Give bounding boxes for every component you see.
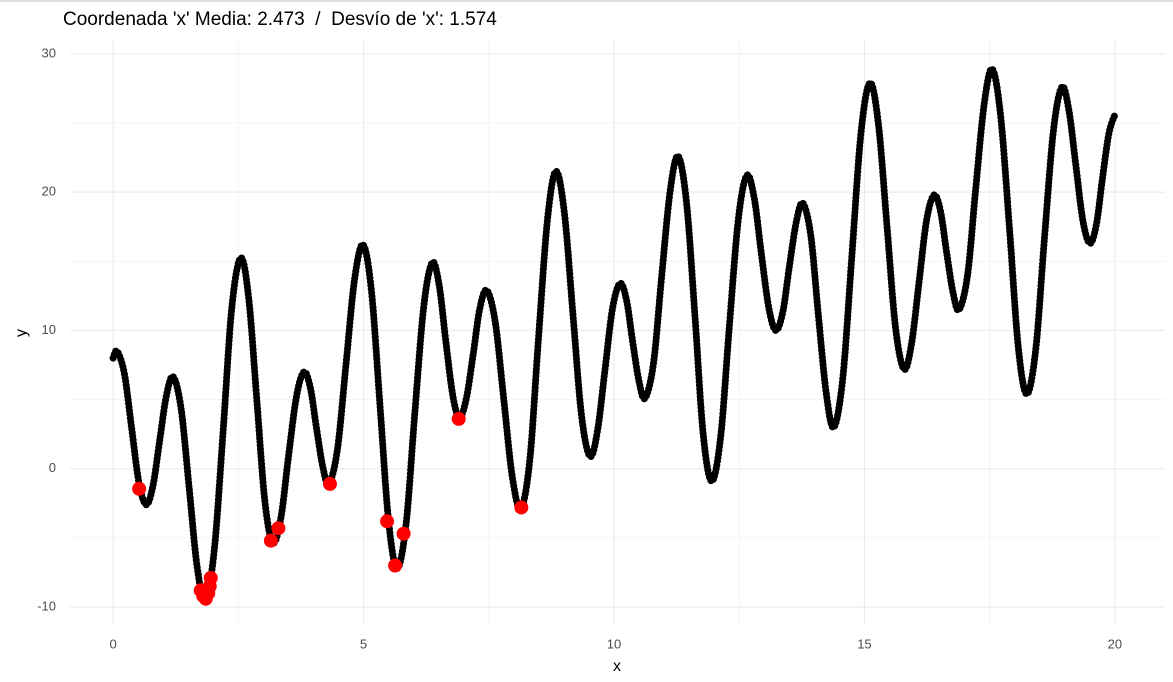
point bbox=[388, 558, 403, 573]
point bbox=[514, 500, 529, 515]
point bbox=[380, 514, 395, 529]
point bbox=[322, 476, 337, 491]
y-tick-label: 10 bbox=[42, 322, 56, 337]
point bbox=[396, 526, 411, 541]
y-tick-label: -10 bbox=[37, 598, 56, 613]
y-tick-label: 20 bbox=[42, 184, 56, 199]
point bbox=[203, 570, 218, 585]
x-tick-label: 15 bbox=[857, 636, 871, 651]
y-tick-label: 0 bbox=[49, 460, 56, 475]
point bbox=[451, 411, 466, 426]
y-axis-label: y bbox=[13, 329, 30, 337]
chart-title: Coordenada 'x' Media: 2.473 / Desvío de … bbox=[63, 9, 497, 30]
y-tick-label: 30 bbox=[42, 45, 56, 60]
x-tick-label: 0 bbox=[109, 636, 116, 651]
x-axis-label: x bbox=[613, 658, 621, 675]
point bbox=[271, 521, 286, 536]
x-tick-label: 20 bbox=[1108, 636, 1122, 651]
x-tick-label: 5 bbox=[360, 636, 367, 651]
point bbox=[132, 481, 147, 496]
x-tick-label: 10 bbox=[607, 636, 621, 651]
point bbox=[263, 533, 278, 548]
